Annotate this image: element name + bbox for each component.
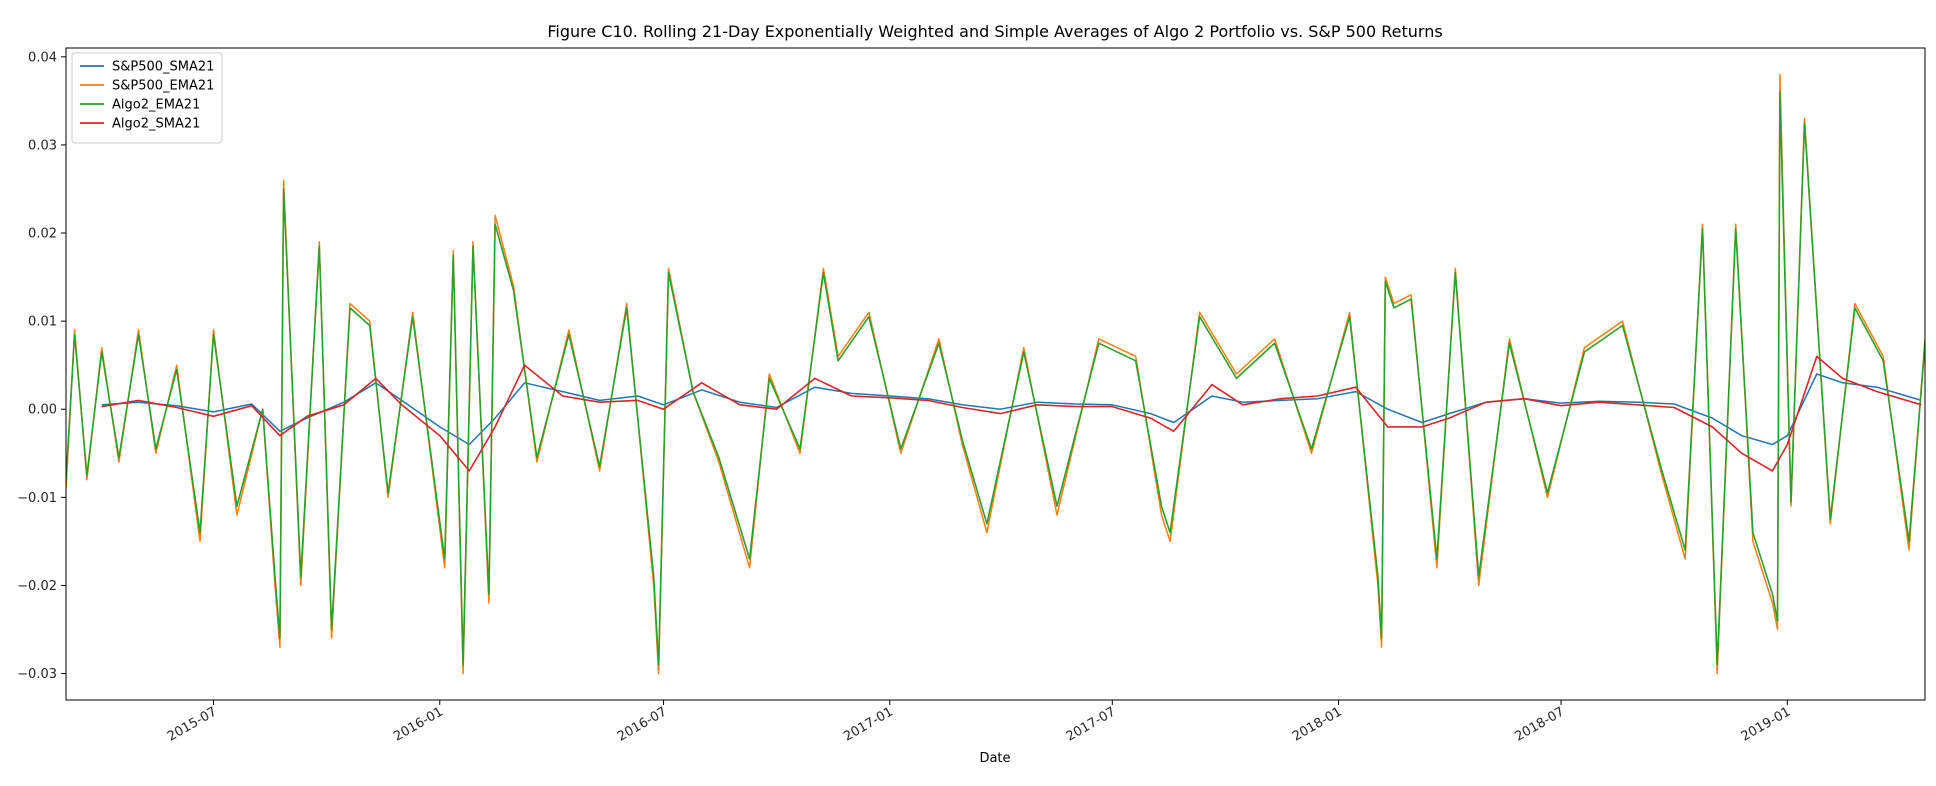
y-tick-label: 0.03 — [28, 138, 57, 153]
x-axis: 2015-07 2016-01 2016-07 2017-01 2017-07 2018-… — [165, 700, 1793, 745]
y-tick-label: 0.00 — [28, 403, 57, 418]
chart-title: Figure C10. Rolling 21-Day Exponentially… — [547, 22, 1442, 41]
x-tick-label: 2017-01 — [841, 704, 896, 744]
x-tick-label: 2018-01 — [1290, 704, 1345, 744]
x-tick-label: 2017-07 — [1064, 704, 1119, 744]
x-tick-label: 2015-07 — [165, 704, 220, 744]
series-line-algo2-sma21 — [101, 355, 1922, 472]
legend-box — [71, 52, 223, 144]
legend-label: S&P500_EMA21 — [112, 79, 214, 94]
y-tick-label: −0.03 — [17, 667, 57, 682]
x-tick-label: 2018-07 — [1513, 704, 1568, 744]
x-tick-label: 2016-07 — [615, 704, 670, 744]
legend-label: Algo2_EMA21 — [112, 98, 200, 113]
series-line-algo2-ema21 — [66, 91, 1925, 666]
x-tick-label: 2019-01 — [1739, 704, 1794, 744]
y-tick-label: −0.01 — [17, 491, 57, 506]
y-tick-label: −0.02 — [17, 579, 57, 594]
y-tick-label: 0.01 — [28, 315, 57, 330]
y-tick-label: 0.04 — [28, 50, 57, 65]
x-tick-label: 2016-01 — [391, 704, 446, 744]
legend-label: S&P500_SMA21 — [112, 60, 214, 75]
legend-label: Algo2_SMA21 — [112, 117, 200, 132]
y-tick-label: 0.02 — [28, 227, 57, 242]
x-axis-label: Date — [979, 751, 1010, 766]
legend: S&P500_SMA21 S&P500_EMA21 Algo2_EMA21 Algo2… — [71, 52, 223, 144]
y-axis: −0.03 −0.02 −0.01 0.00 0.01 0.02 0.03 0.04 — [17, 50, 66, 682]
plot-area — [66, 48, 1925, 700]
plot-frame — [65, 47, 1926, 701]
series-layer — [66, 73, 1925, 675]
